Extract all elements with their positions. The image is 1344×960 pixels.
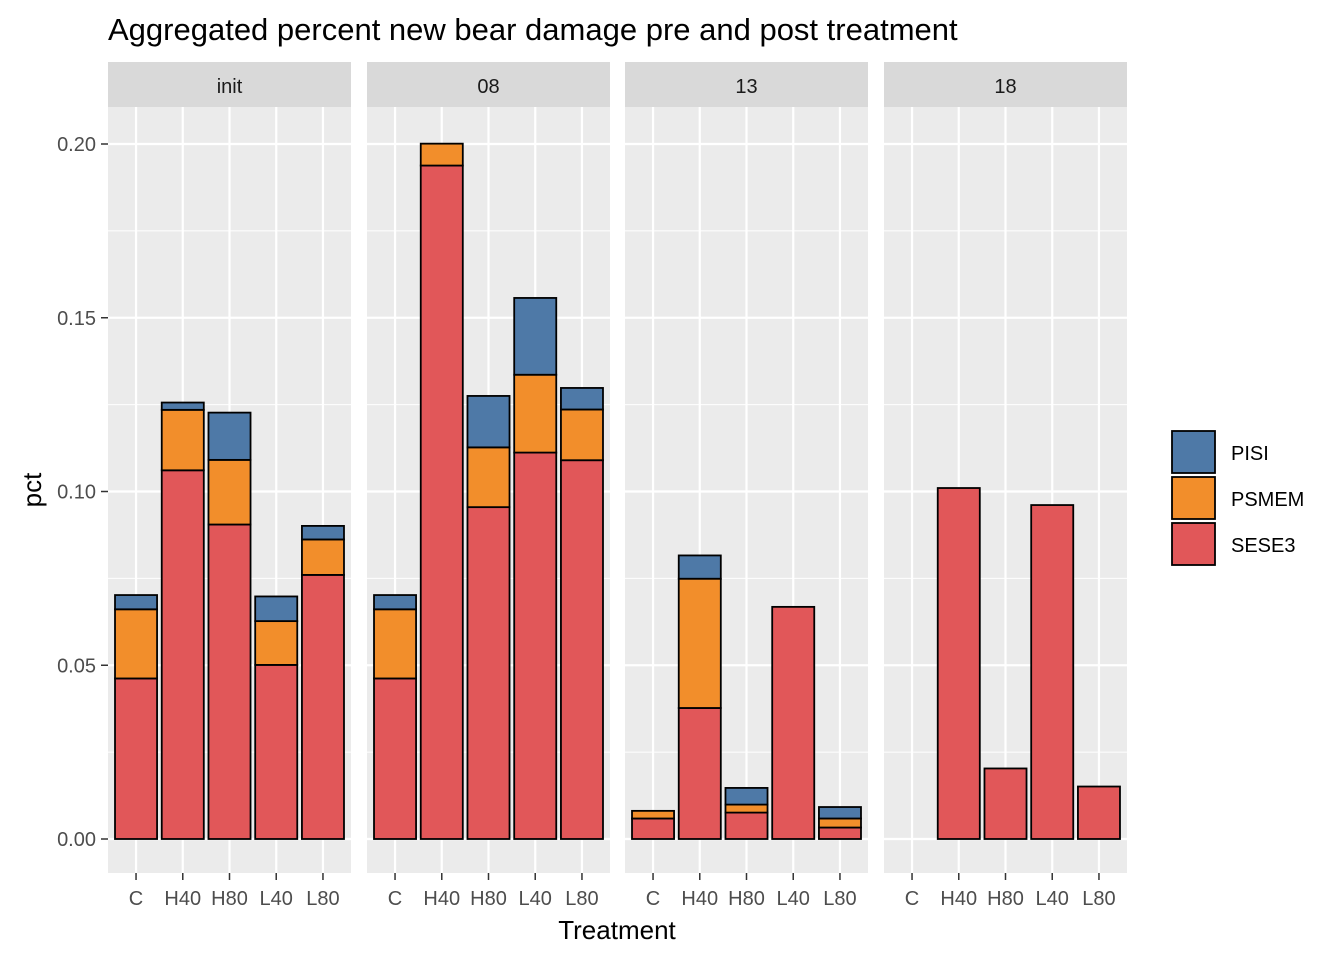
- bar-pisi-c: [373, 594, 417, 611]
- bar-sese3-l40: [513, 451, 558, 840]
- facet-panels: init C H40 H80 L40 L80 08 C H40 H80 L40 L80 13 C H40 H8…: [108, 62, 1127, 910]
- legend-key-psmem: [1171, 476, 1216, 520]
- bar-pisi-l80: [560, 387, 604, 411]
- bar-sese3-c: [114, 677, 158, 840]
- x-tick-label: C: [129, 888, 143, 910]
- bar-sese3-h80: [466, 506, 511, 840]
- facet-strip-label: 18: [994, 76, 1016, 98]
- bar-psmem-h80: [207, 458, 252, 526]
- bar-pisi-c: [114, 594, 158, 611]
- x-tick-label: C: [905, 888, 919, 910]
- bar-psmem-l80: [560, 408, 604, 462]
- bar-sese3-c: [373, 677, 417, 840]
- facet-panel-0: init C H40 H80 L40 L80: [108, 62, 351, 910]
- bar-sese3-h40: [160, 469, 205, 840]
- facet-strip-label: 13: [735, 76, 757, 98]
- facet-strip: [108, 62, 351, 107]
- bar-psmem-h40: [419, 142, 464, 167]
- x-tick-label: L80: [1082, 888, 1115, 910]
- bar-sese3-l40: [254, 664, 299, 840]
- bar-pisi-l80: [818, 806, 862, 820]
- y-tick-label: 0.15: [57, 308, 96, 330]
- x-tick-label: L80: [306, 888, 339, 910]
- facet-strip: [625, 62, 868, 107]
- bar-sese3-c: [631, 817, 675, 840]
- x-tick-label: H80: [211, 888, 248, 910]
- bar-psmem-l40: [513, 373, 558, 454]
- bar-pisi-h80: [724, 787, 769, 806]
- legend-key-sese3: [1171, 522, 1216, 566]
- bar-psmem-c: [631, 809, 675, 820]
- bar-sese3-h80: [207, 523, 252, 840]
- bar-pisi-h40: [677, 554, 722, 580]
- x-tick-label: H40: [423, 888, 460, 910]
- x-tick-label: H40: [681, 888, 718, 910]
- bar-psmem-l40: [254, 620, 299, 666]
- x-tick-label: H80: [987, 888, 1024, 910]
- bar-sese3-h40: [677, 707, 722, 840]
- bar-sese3-l80: [301, 574, 345, 840]
- bar-pisi-l80: [301, 525, 345, 541]
- facet-strip: [367, 62, 610, 107]
- bar-sese3-l80: [818, 826, 862, 840]
- x-tick-label: C: [646, 888, 660, 910]
- bar-sese3-h40: [419, 164, 464, 840]
- x-tick-label: H80: [470, 888, 507, 910]
- bar-sese3-l40: [771, 605, 816, 840]
- bar-pisi-h80: [466, 395, 511, 449]
- x-tick-label: L40: [519, 888, 552, 910]
- x-tick-label: H40: [164, 888, 201, 910]
- bar-sese3-h80: [983, 767, 1028, 840]
- legend-label-sese3: SESE3: [1231, 535, 1295, 557]
- facet-panel-1: 08 C H40 H80 L40 L80: [367, 62, 610, 910]
- bar-psmem-h40: [677, 577, 722, 709]
- x-axis-title: Treatment: [558, 915, 676, 945]
- bar-sese3-h80: [724, 811, 769, 840]
- bar-psmem-c: [114, 608, 158, 680]
- y-axis: 0.00 0.05 0.10 0.15 0.20: [57, 134, 108, 851]
- x-tick-label: L80: [565, 888, 598, 910]
- legend: PISI PSMEM SESE3: [1171, 430, 1304, 566]
- x-tick-label: L40: [260, 888, 293, 910]
- y-tick-label: 0.05: [57, 655, 96, 677]
- legend-label-pisi: PISI: [1231, 443, 1269, 465]
- bar-psmem-h40: [160, 408, 205, 472]
- bar-sese3-l80: [1077, 785, 1121, 840]
- bar-pisi-l40: [254, 595, 299, 623]
- y-tick-label: 0.20: [57, 134, 96, 156]
- x-tick-label: H80: [728, 888, 765, 910]
- bar-pisi-h40: [160, 401, 205, 411]
- bar-psmem-c: [373, 608, 417, 680]
- facet-panel-2: 13 C H40 H80 L40 L80: [625, 62, 868, 910]
- y-tick-label: 0.00: [57, 829, 96, 851]
- bar-psmem-h80: [724, 803, 769, 814]
- bar-pisi-l40: [513, 297, 558, 376]
- bar-sese3-l40: [1030, 504, 1075, 840]
- x-tick-label: C: [388, 888, 402, 910]
- legend-label-psmem: PSMEM: [1231, 489, 1304, 511]
- bar-pisi-h80: [207, 411, 252, 461]
- legend-key-pisi: [1171, 430, 1216, 474]
- x-tick-label: L40: [1036, 888, 1069, 910]
- bar-sese3-l80: [560, 459, 604, 840]
- y-axis-title: pct: [17, 472, 47, 507]
- facet-strip-label: 08: [477, 76, 499, 98]
- x-tick-label: L80: [823, 888, 856, 910]
- facet-strip: [884, 62, 1127, 107]
- facet-panel-3: 18 C H40 H80 L40 L80: [884, 62, 1127, 910]
- bar-psmem-l80: [301, 538, 345, 576]
- y-tick-label: 0.10: [57, 482, 96, 504]
- bar-psmem-l80: [818, 817, 862, 829]
- chart-title: Aggregated percent new bear damage pre a…: [108, 12, 958, 47]
- bar-psmem-h80: [466, 446, 511, 509]
- x-tick-label: H40: [940, 888, 977, 910]
- bar-sese3-h40: [936, 487, 981, 840]
- facet-strip-label: init: [217, 76, 243, 98]
- x-tick-label: L40: [777, 888, 810, 910]
